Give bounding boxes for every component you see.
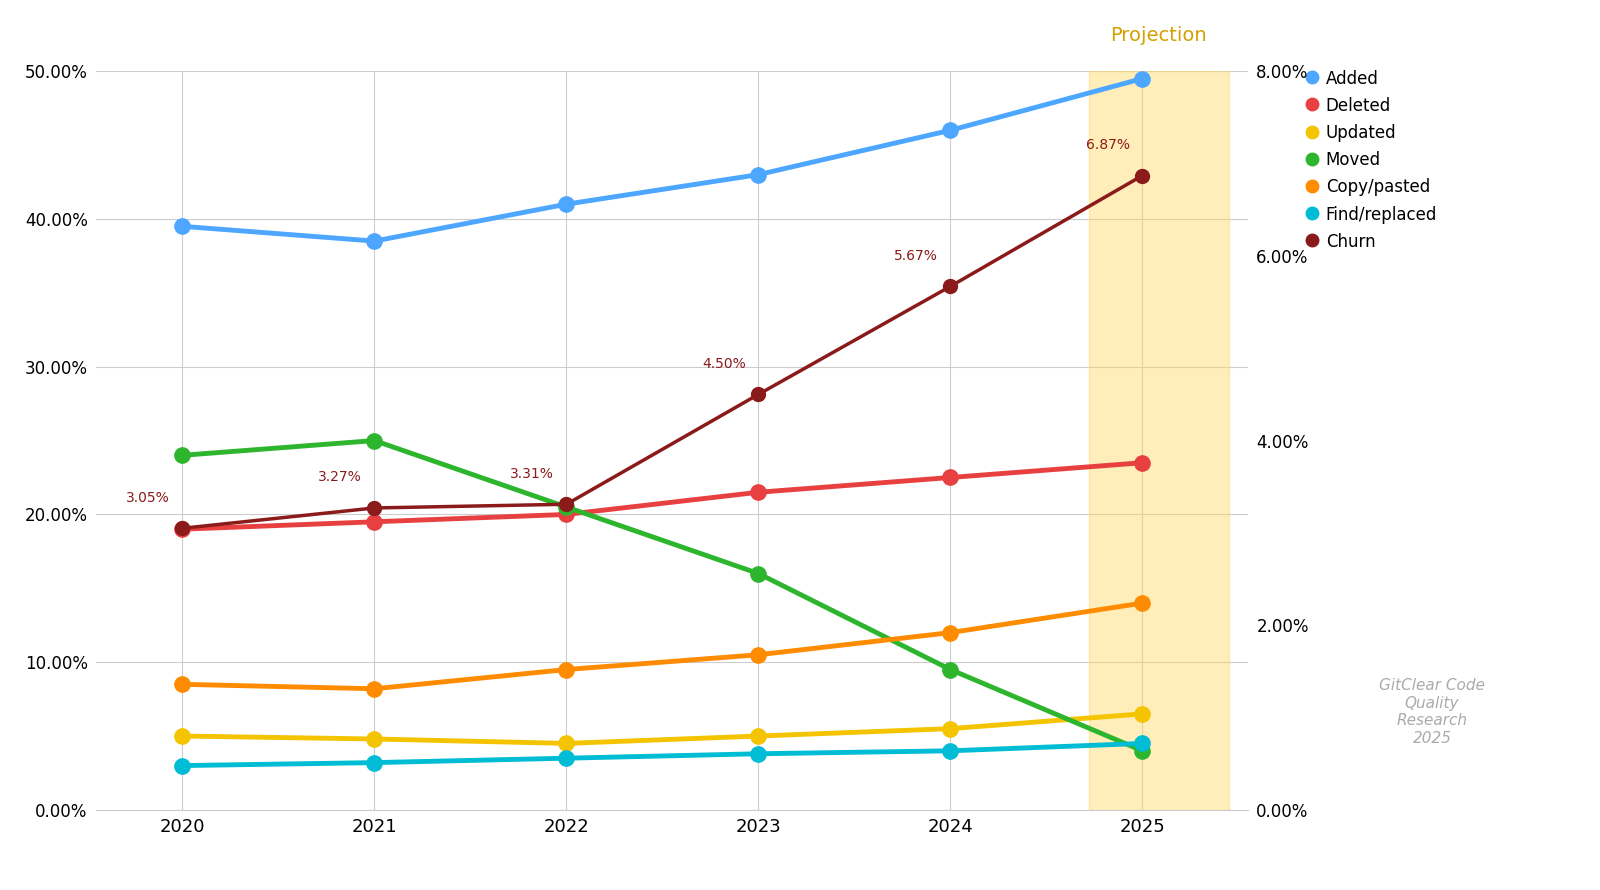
Text: Projection: Projection bbox=[1110, 26, 1206, 44]
Text: 3.27%: 3.27% bbox=[318, 470, 362, 484]
Bar bbox=[1088, 71, 1229, 810]
Legend: Added, Deleted, Updated, Moved, Copy/pasted, Find/replaced, Churn: Added, Deleted, Updated, Moved, Copy/pas… bbox=[1302, 65, 1442, 255]
Text: 3.05%: 3.05% bbox=[126, 490, 170, 505]
Text: GitClear Code
Quality
Research
2025: GitClear Code Quality Research 2025 bbox=[1379, 678, 1485, 746]
Text: 5.67%: 5.67% bbox=[894, 248, 938, 263]
Text: 4.50%: 4.50% bbox=[702, 357, 746, 371]
Text: 6.87%: 6.87% bbox=[1086, 138, 1130, 152]
Text: 3.31%: 3.31% bbox=[510, 466, 554, 481]
